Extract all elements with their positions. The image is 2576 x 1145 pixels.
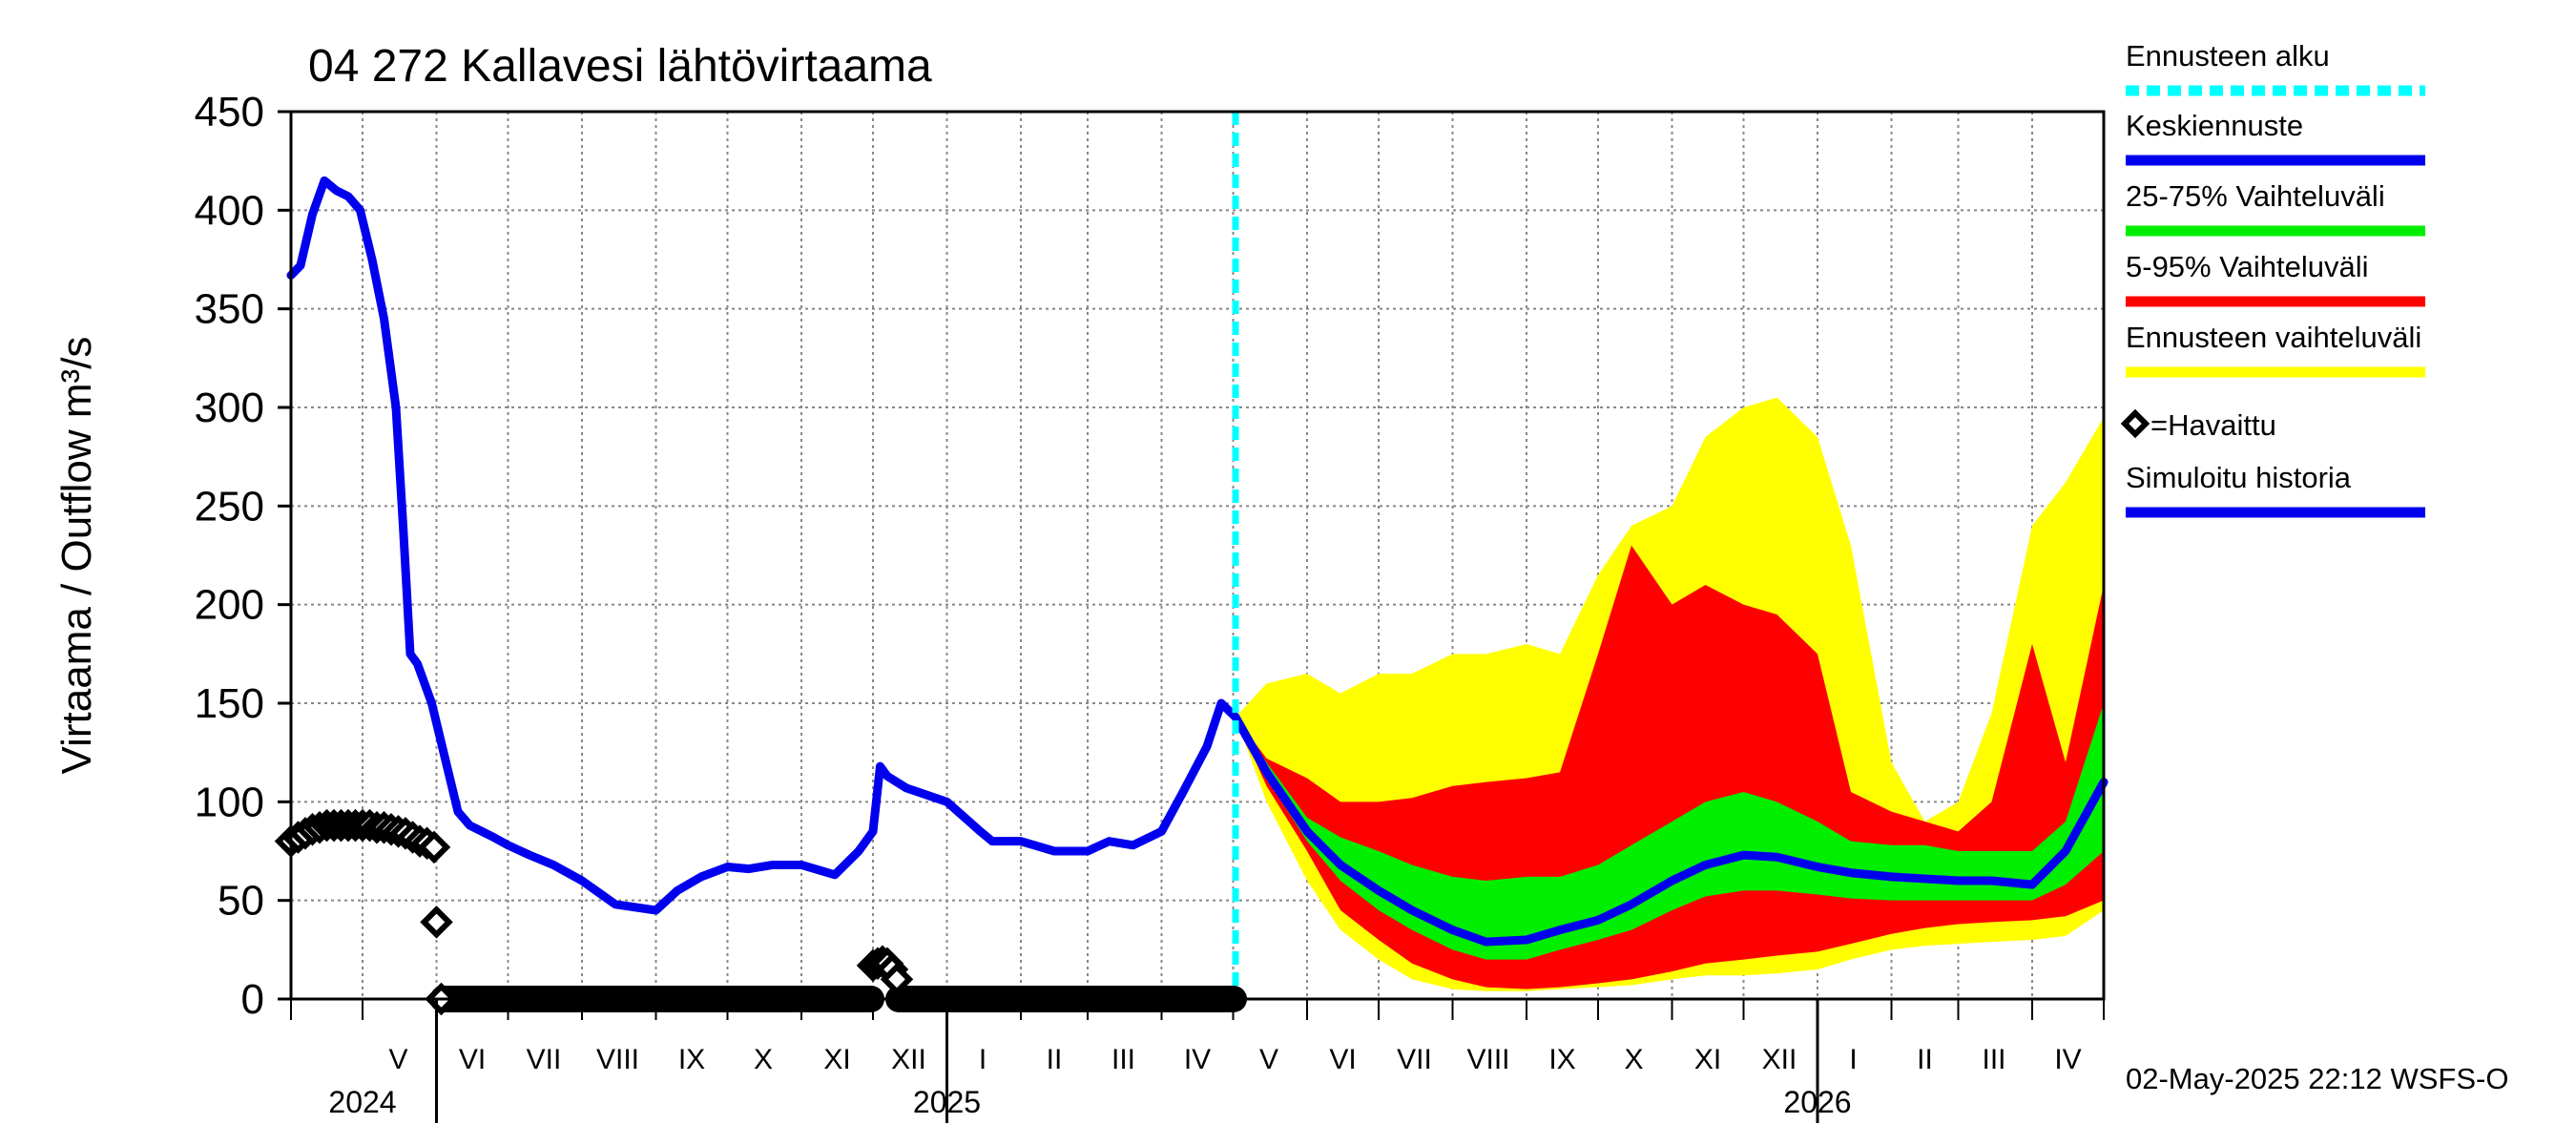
x-month-label: IX	[678, 1044, 705, 1075]
band-25-75-vaihteluv-li	[1236, 703, 2104, 960]
x-month-label: XI	[1694, 1044, 1721, 1075]
x-month-label: V	[388, 1044, 407, 1075]
y-tick-label: 350	[195, 286, 264, 333]
y-tick-label: 200	[195, 582, 264, 629]
y-tick-label: 50	[218, 878, 264, 925]
x-month-label: VIII	[596, 1044, 639, 1075]
x-month-label: VIII	[1466, 1044, 1509, 1075]
x-month-label: XII	[891, 1044, 926, 1075]
y-tick-label: 150	[195, 680, 264, 727]
x-month-label: VI	[1329, 1044, 1356, 1075]
y-tick-label: 400	[195, 187, 264, 234]
x-month-label: X	[754, 1044, 773, 1075]
observed-point	[417, 830, 451, 864]
legend-label: 25-75% Vaihteluväli	[2126, 179, 2385, 213]
x-month-label: V	[1259, 1044, 1278, 1075]
grid	[290, 111, 2105, 1000]
observed-point	[2120, 408, 2150, 439]
legend-label: Simuloitu historia	[2126, 461, 2352, 494]
x-year-label: 2026	[1783, 1085, 1851, 1119]
legend: Ennusteen alku Keskiennuste 25-75% Vaihtel…	[2120, 39, 2425, 518]
x-month-label: IX	[1548, 1044, 1575, 1075]
plot-frame	[289, 110, 2106, 1001]
x-month-label: X	[1624, 1044, 1643, 1075]
x-month-label: IV	[1184, 1044, 1211, 1075]
x-year-label: 2024	[328, 1085, 396, 1119]
line-keskiennuste	[1231, 712, 2109, 947]
x-month-label: II	[1047, 1044, 1063, 1075]
x-month-label: IV	[2054, 1044, 2081, 1075]
y-tick-label: 100	[195, 779, 264, 825]
series-lines	[286, 112, 2109, 1009]
chart-title: 04 272 Kallavesi lähtövirtaama	[308, 41, 932, 92]
observed-point	[880, 963, 914, 996]
legend-label: Ennusteen alku	[2126, 39, 2330, 73]
x-month-label: II	[1917, 1044, 1933, 1075]
legend-label: =Havaittu	[2150, 408, 2276, 442]
observed-point	[420, 906, 453, 939]
legend-label: Ennusteen vaihteluväli	[2126, 321, 2421, 354]
x-month-label: XII	[1762, 1044, 1797, 1075]
y-tick-label: 0	[241, 976, 264, 1023]
x-month-label: I	[1849, 1044, 1857, 1075]
x-month-label: VII	[1397, 1044, 1432, 1075]
x-month-label: III	[1982, 1044, 2005, 1075]
x-month-label: I	[979, 1044, 987, 1075]
x-month-label: VII	[527, 1044, 562, 1075]
y-tick-label: 300	[195, 385, 264, 431]
y-axis-label: Virtaama / Outflow m³/s	[53, 337, 100, 775]
x-month-label: VI	[459, 1044, 486, 1075]
line-simuloitu-historia	[286, 176, 1240, 915]
x-year-label: 2025	[913, 1085, 981, 1119]
y-tick-label: 450	[195, 89, 264, 135]
footer-timestamp: 02-May-2025 22:12 WSFS-O	[2126, 1062, 2508, 1095]
x-month-label: III	[1111, 1044, 1135, 1075]
legend-label: Keskiennuste	[2126, 109, 2303, 142]
forecast-bands	[1236, 397, 2104, 991]
legend-label: 5-95% Vaihteluväli	[2126, 250, 2368, 283]
x-month-label: XI	[823, 1044, 850, 1075]
y-tick-label: 250	[195, 483, 264, 530]
